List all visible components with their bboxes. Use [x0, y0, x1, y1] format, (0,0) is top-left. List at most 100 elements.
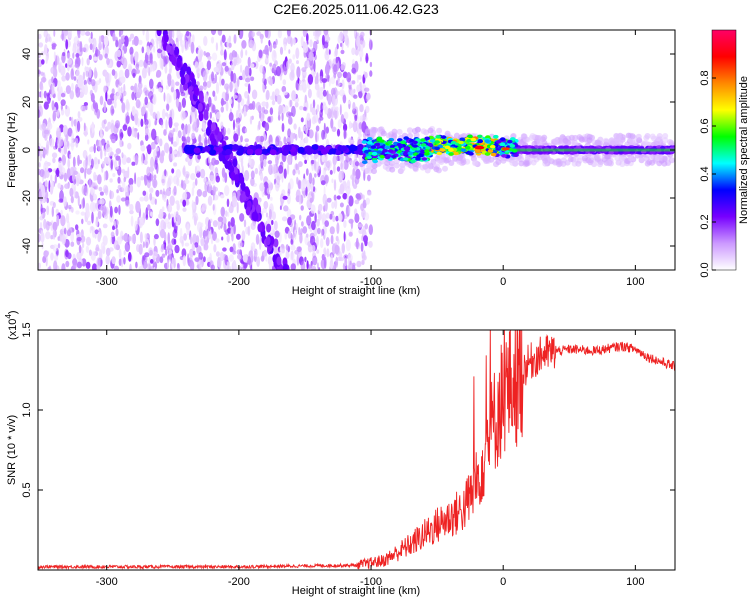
noise-speckle	[275, 136, 280, 147]
noise-speckle	[251, 89, 258, 100]
noise-speckle	[215, 175, 220, 183]
noise-speckle	[131, 91, 135, 101]
noise-speckle	[62, 52, 66, 57]
streak-speckle	[198, 112, 204, 122]
noise-speckle	[256, 256, 260, 267]
noise-speckle	[282, 79, 287, 86]
noise-speckle	[358, 133, 363, 138]
noise-speckle	[351, 80, 356, 85]
noise-speckle	[78, 244, 82, 254]
band-blob	[400, 140, 406, 145]
noise-speckle	[189, 260, 195, 270]
streak-speckle	[276, 256, 282, 266]
noise-speckle	[103, 119, 107, 125]
noise-speckle	[282, 91, 288, 96]
noise-speckle	[85, 31, 91, 37]
noise-speckle	[88, 66, 92, 79]
noise-speckle	[317, 227, 321, 235]
noise-speckle	[121, 152, 124, 159]
noise-speckle	[258, 111, 262, 119]
noise-speckle	[337, 71, 342, 79]
noise-speckle	[286, 136, 291, 143]
noise-speckle	[135, 69, 140, 74]
noise-speckle	[231, 61, 235, 71]
noise-speckle	[50, 174, 53, 182]
noise-speckle	[249, 39, 255, 49]
band-halo	[422, 163, 429, 170]
noise-speckle	[163, 244, 167, 250]
band-blob	[493, 134, 499, 139]
noise-speckle	[97, 139, 102, 152]
noise-speckle	[354, 48, 359, 56]
noise-speckle	[40, 89, 43, 100]
noise-speckle	[113, 99, 117, 109]
noise-speckle	[43, 101, 49, 110]
noise-speckle	[82, 149, 88, 159]
noise-speckle	[102, 245, 106, 255]
noise-speckle	[336, 43, 339, 50]
noise-speckle	[45, 251, 49, 256]
noise-speckle	[185, 30, 190, 37]
noise-speckle	[70, 206, 74, 213]
noise-speckle	[202, 81, 208, 87]
noise-speckle	[314, 212, 317, 223]
noise-speckle	[356, 35, 361, 47]
noise-speckle	[124, 199, 130, 207]
noise-speckle	[208, 96, 212, 108]
noise-speckle	[229, 246, 234, 253]
band-halo	[604, 153, 611, 160]
noise-speckle	[38, 52, 41, 59]
noise-speckle	[55, 109, 60, 116]
noise-speckle	[332, 65, 338, 75]
noise-speckle	[112, 173, 116, 177]
band-halo	[615, 138, 622, 145]
noise-speckle	[301, 221, 304, 227]
noise-speckle	[210, 36, 215, 44]
noise-speckle	[176, 214, 181, 226]
noise-speckle	[182, 255, 186, 267]
noise-speckle	[352, 120, 358, 133]
noise-speckle	[76, 177, 80, 187]
noise-speckle	[258, 120, 261, 130]
noise-speckle	[173, 89, 177, 101]
streak-speckle	[245, 188, 251, 198]
noise-speckle	[270, 115, 274, 122]
noise-speckle	[142, 190, 147, 196]
noise-speckle	[364, 212, 370, 221]
noise-speckle	[134, 154, 139, 166]
noise-speckle	[290, 239, 294, 245]
noise-speckle	[318, 30, 322, 36]
noise-speckle	[228, 254, 234, 262]
noise-speckle	[320, 229, 323, 237]
noise-speckle	[161, 150, 165, 157]
noise-speckle	[150, 156, 155, 169]
noise-speckle	[81, 258, 87, 267]
noise-speckle	[247, 94, 250, 107]
noise-speckle	[107, 147, 113, 152]
noise-speckle	[81, 47, 87, 52]
noise-speckle	[289, 132, 294, 144]
noise-speckle	[284, 105, 289, 112]
noise-speckle	[365, 105, 370, 114]
noise-speckle	[149, 265, 152, 270]
noise-speckle	[362, 39, 366, 49]
noise-speckle	[342, 243, 345, 254]
band-halo	[552, 137, 559, 144]
noise-speckle	[138, 39, 143, 46]
noise-speckle	[125, 185, 130, 197]
noise-speckle	[259, 33, 264, 40]
noise-speckle	[335, 155, 338, 163]
noise-speckle	[163, 142, 170, 154]
noise-speckle	[171, 257, 175, 269]
band-blob	[416, 154, 422, 158]
noise-speckle	[65, 104, 68, 110]
noise-speckle	[349, 260, 352, 265]
noise-speckle	[267, 116, 272, 123]
noise-speckle	[105, 89, 108, 102]
noise-speckle	[154, 198, 157, 205]
noise-speckle	[159, 119, 164, 126]
noise-speckle	[324, 174, 329, 184]
noise-speckle	[116, 189, 119, 194]
streak-speckle	[174, 46, 180, 56]
carrier-blob	[203, 145, 211, 152]
